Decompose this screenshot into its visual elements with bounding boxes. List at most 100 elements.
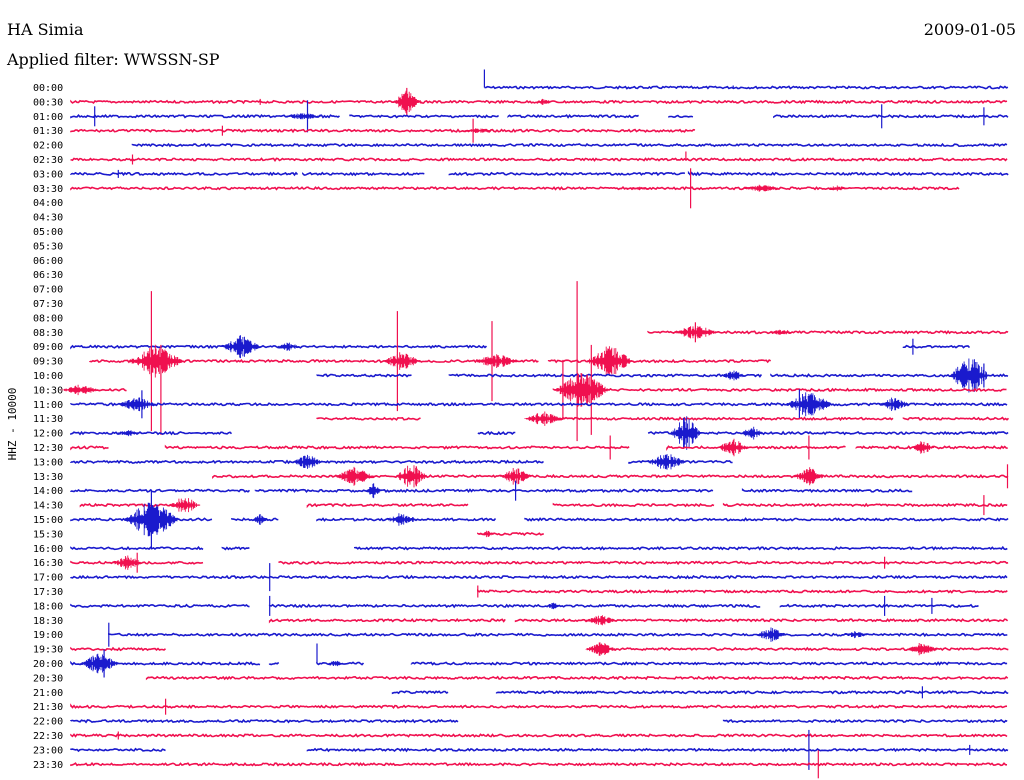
trace-segment <box>902 416 1010 421</box>
hour-label: 00:30 <box>33 97 63 108</box>
seismic-burst <box>291 454 324 469</box>
trace-segment <box>666 445 846 451</box>
seismic-burst <box>906 643 939 656</box>
trace-segment <box>70 747 166 753</box>
hour-label: 08:30 <box>33 328 63 339</box>
trace-segment <box>668 114 694 119</box>
seismic-burst <box>785 392 833 417</box>
trace-segment <box>70 488 251 493</box>
hour-label: 13:30 <box>33 472 63 483</box>
seismic-burst <box>366 483 382 499</box>
seismic-burst <box>554 372 610 407</box>
hour-label: 02:30 <box>33 155 63 166</box>
seismic-burst <box>128 344 184 378</box>
seismic-burst <box>647 454 687 470</box>
seismic-burst <box>276 342 301 351</box>
trace-segment <box>391 690 449 695</box>
hour-label: 04:00 <box>33 198 63 209</box>
seismic-burst <box>112 555 144 570</box>
trace-segment <box>70 430 233 436</box>
trace-segment <box>590 646 1009 652</box>
trace-segment <box>448 373 763 378</box>
hour-label: 12:30 <box>33 443 63 454</box>
seismic-burst <box>252 514 268 525</box>
trace-segment <box>70 718 459 724</box>
trace-segment <box>254 488 714 494</box>
trace-segment <box>552 387 1007 393</box>
seismic-burst <box>844 631 868 639</box>
hour-label: 13:00 <box>33 457 63 468</box>
trace-segment <box>131 142 1008 148</box>
trace-segment <box>779 603 979 609</box>
seismic-burst <box>623 186 655 190</box>
seismic-burst <box>391 90 423 113</box>
hour-label: 09:00 <box>33 342 63 353</box>
seismic-burst <box>382 352 422 370</box>
hour-label: 14:30 <box>33 501 63 512</box>
trace-segment <box>484 85 1009 90</box>
seismic-burst <box>671 326 720 339</box>
seismic-burst <box>473 354 521 368</box>
seismic-burst <box>670 416 702 450</box>
hour-label: 09:30 <box>33 357 63 368</box>
seismic-burst <box>524 411 564 426</box>
trace-segment <box>70 445 109 451</box>
hour-label: 22:30 <box>33 731 63 742</box>
trace-segment <box>316 373 412 378</box>
trace-segment <box>70 186 960 191</box>
hour-label: 16:00 <box>33 544 63 555</box>
seismic-burst <box>283 113 322 120</box>
trace-segment <box>302 171 425 177</box>
seismic-burst <box>585 642 617 656</box>
hour-label: 02:00 <box>33 141 63 152</box>
hour-label: 11:00 <box>33 400 63 411</box>
hour-label: 10:30 <box>33 385 63 396</box>
hour-label: 00:00 <box>33 83 63 94</box>
trace-segment <box>722 502 1008 508</box>
trace-segment <box>70 603 250 608</box>
trace-segment <box>533 416 894 422</box>
hour-label: 01:30 <box>33 126 63 137</box>
seismic-burst <box>221 335 261 359</box>
hour-label: 04:30 <box>33 213 63 224</box>
seismic-burst <box>878 397 910 411</box>
seismic-burst <box>910 441 935 454</box>
seismic-burst <box>328 660 344 667</box>
hour-label: 20:00 <box>33 659 63 670</box>
trace-segment <box>268 661 280 666</box>
hour-label: 18:00 <box>33 601 63 612</box>
seismic-burst <box>116 430 140 437</box>
trace-segment <box>70 157 1008 162</box>
trace-segment <box>70 128 696 134</box>
seismic-burst <box>950 358 990 393</box>
trace-segment <box>221 546 250 551</box>
hour-label: 03:30 <box>33 184 63 195</box>
hour-label: 17:00 <box>33 573 63 584</box>
seismic-burst <box>740 426 764 440</box>
seismic-burst <box>717 438 749 457</box>
trace-segment <box>552 502 715 508</box>
y-axis-label: HHZ - 10000 <box>6 388 19 461</box>
seismic-burst <box>462 128 494 133</box>
hour-label: 19:30 <box>33 645 63 656</box>
hour-label: 12:00 <box>33 429 63 440</box>
seismic-burst <box>168 498 201 513</box>
trace-segment <box>306 502 469 509</box>
trace-segment <box>722 719 1008 724</box>
hour-label: 19:00 <box>33 630 63 641</box>
hour-label: 23:00 <box>33 745 63 756</box>
seismic-burst <box>536 98 552 105</box>
trace-segment <box>741 488 913 494</box>
seismic-burst <box>395 465 428 488</box>
hour-label: 08:00 <box>33 313 63 324</box>
seismic-burst <box>499 468 532 485</box>
hour-label: 06:30 <box>33 270 63 281</box>
trace-segment <box>349 114 500 119</box>
trace-segment <box>70 733 1008 738</box>
hour-label: 20:30 <box>33 673 63 684</box>
trace-segment <box>164 444 630 450</box>
trace-segment <box>495 690 1009 695</box>
seismic-burst <box>793 467 825 486</box>
trace-segment <box>268 617 506 624</box>
